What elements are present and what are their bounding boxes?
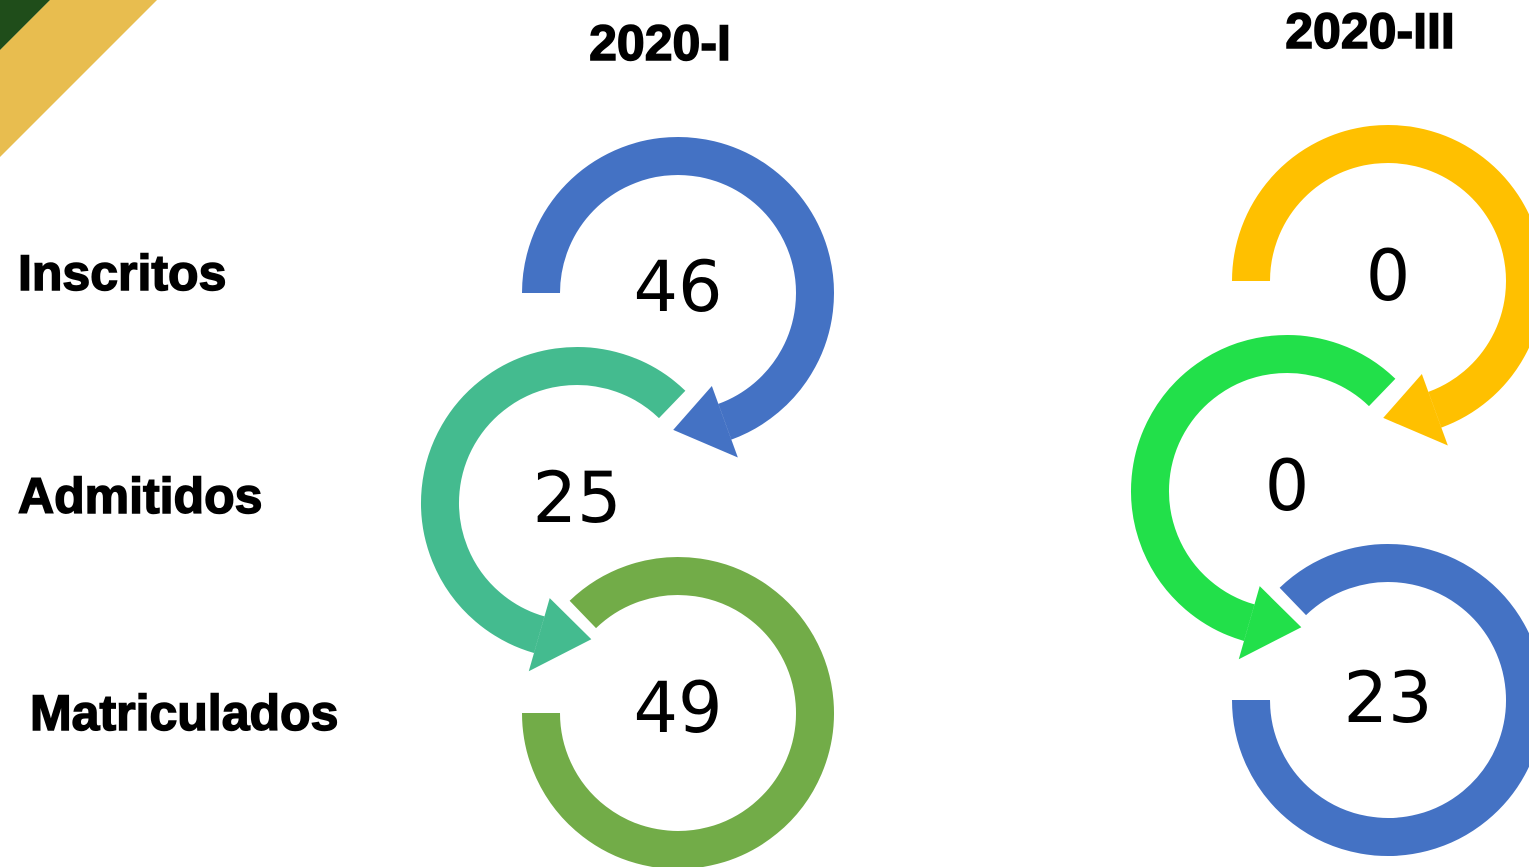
arc xyxy=(1232,125,1529,428)
value: 49 xyxy=(633,667,722,749)
arc xyxy=(1232,544,1529,856)
column-title: 2020-III xyxy=(1285,3,1455,59)
row-label: Inscritos xyxy=(18,245,226,301)
value: 0 xyxy=(1366,235,1411,317)
arc xyxy=(1131,335,1396,641)
column-title: 2020-I xyxy=(589,15,731,71)
corner-triangle xyxy=(0,0,50,50)
value: 25 xyxy=(532,457,621,539)
arc xyxy=(522,557,834,867)
arc xyxy=(421,347,686,653)
arrow-head xyxy=(528,598,592,672)
arc xyxy=(522,137,834,440)
arcs xyxy=(421,125,1529,867)
arrow-head xyxy=(673,386,738,458)
arrow-head xyxy=(1383,374,1448,446)
row-label: Matriculados xyxy=(30,685,338,741)
value: 0 xyxy=(1265,445,1310,527)
corner-stripe xyxy=(0,0,157,157)
row-label: Admitidos xyxy=(18,468,262,524)
value: 23 xyxy=(1343,657,1432,739)
arrow-head xyxy=(1238,586,1302,660)
value: 46 xyxy=(633,246,722,328)
